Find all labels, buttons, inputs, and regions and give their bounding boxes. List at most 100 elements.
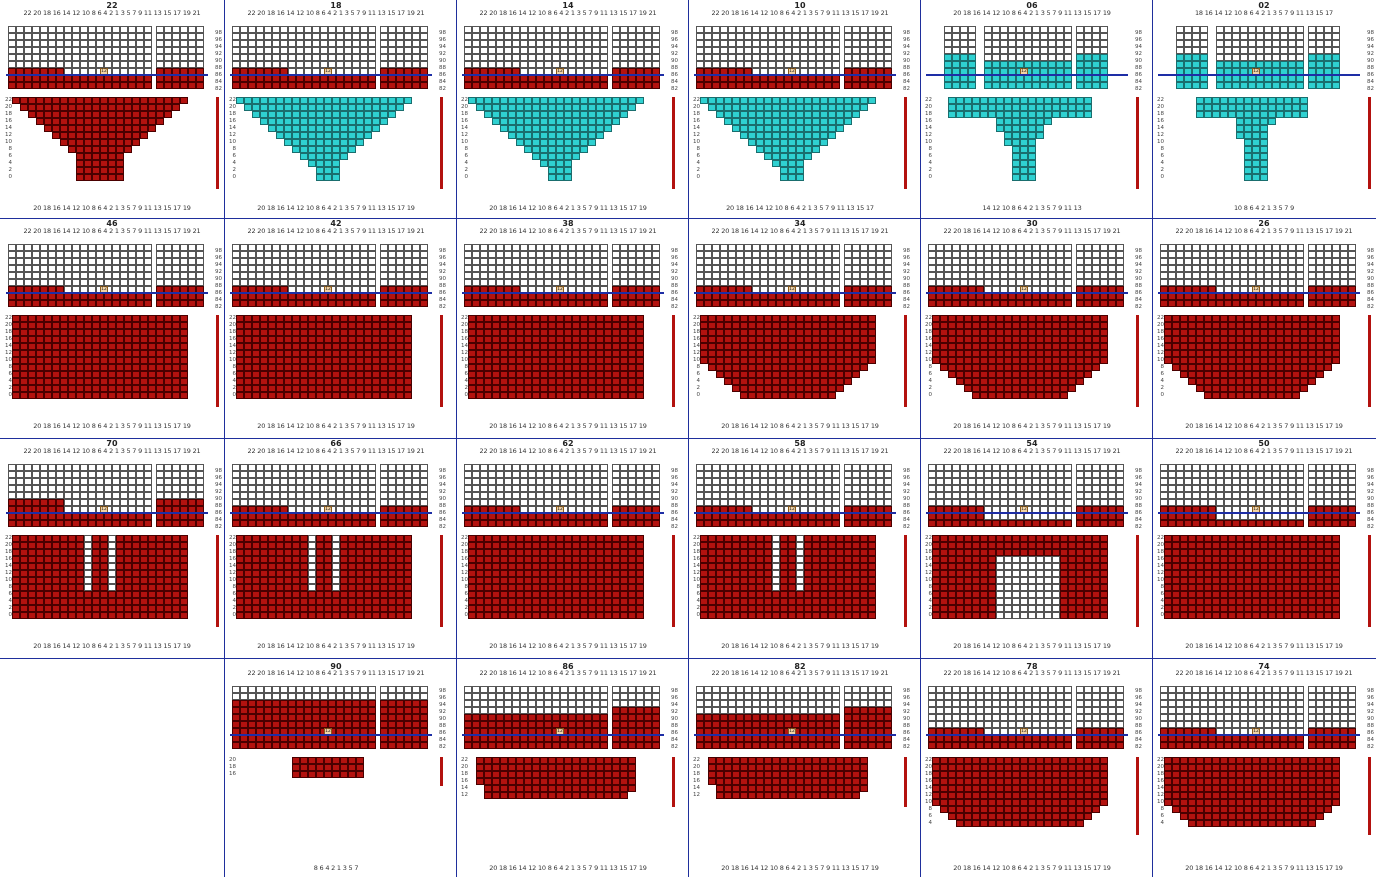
seat-cell[interactable]: [588, 125, 596, 132]
seat-cell[interactable]: [304, 272, 312, 279]
seat-cell[interactable]: [800, 61, 808, 68]
seat-cell[interactable]: [952, 47, 960, 54]
seat-cell[interactable]: [700, 329, 708, 336]
seat-cell[interactable]: [628, 336, 636, 343]
seat-cell[interactable]: [292, 315, 300, 322]
seat-cell[interactable]: [1272, 75, 1280, 82]
seat-cell[interactable]: [304, 82, 312, 89]
seat-cell[interactable]: [340, 336, 348, 343]
seat-cell[interactable]: [1020, 364, 1028, 371]
seat-cell[interactable]: [1252, 336, 1260, 343]
seat-cell[interactable]: [1020, 357, 1028, 364]
seat-cell[interactable]: [56, 82, 64, 89]
seat-cell[interactable]: [996, 104, 1004, 111]
seat-cell[interactable]: [1048, 244, 1056, 251]
seat-cell[interactable]: [420, 61, 428, 68]
seat-cell[interactable]: [256, 75, 264, 82]
seat-cell[interactable]: [860, 350, 868, 357]
seat-cell[interactable]: [1048, 300, 1056, 307]
seat-cell[interactable]: [1084, 61, 1092, 68]
seat-cell[interactable]: [264, 40, 272, 47]
seat-cell[interactable]: [196, 54, 204, 61]
seat-cell[interactable]: [820, 336, 828, 343]
seat-cell[interactable]: [876, 251, 884, 258]
seat-cell[interactable]: [996, 350, 1004, 357]
seat-cell[interactable]: [388, 279, 396, 286]
seat-cell[interactable]: [820, 364, 828, 371]
seat-cell[interactable]: [248, 47, 256, 54]
seat-cell[interactable]: [1036, 343, 1044, 350]
seat-cell[interactable]: [340, 364, 348, 371]
seat-cell[interactable]: [1212, 104, 1220, 111]
seat-cell[interactable]: [812, 336, 820, 343]
seat-cell[interactable]: [956, 329, 964, 336]
seat-cell[interactable]: [68, 385, 76, 392]
seat-cell[interactable]: [548, 139, 556, 146]
seat-cell[interactable]: [296, 244, 304, 251]
seat-cell[interactable]: [72, 300, 80, 307]
seat-cell[interactable]: [156, 82, 164, 89]
seat-cell[interactable]: [256, 244, 264, 251]
seat-cell[interactable]: [100, 357, 108, 364]
seat-cell[interactable]: [316, 167, 324, 174]
seat-cell[interactable]: [480, 61, 488, 68]
seat-cell[interactable]: [1100, 40, 1108, 47]
seat-cell[interactable]: [488, 265, 496, 272]
seat-cell[interactable]: [1244, 132, 1252, 139]
seat-cell[interactable]: [972, 111, 980, 118]
seat-cell[interactable]: [172, 97, 180, 104]
seat-cell[interactable]: [580, 146, 588, 153]
seat-cell[interactable]: [476, 392, 484, 399]
seat-cell[interactable]: [284, 378, 292, 385]
seat-cell[interactable]: [500, 336, 508, 343]
seat-cell[interactable]: [92, 343, 100, 350]
seat-cell[interactable]: [696, 258, 704, 265]
seat-cell[interactable]: [1184, 75, 1192, 82]
seat-cell[interactable]: [968, 258, 976, 265]
seat-cell[interactable]: [504, 82, 512, 89]
seat-cell[interactable]: [1028, 364, 1036, 371]
seat-cell[interactable]: [320, 244, 328, 251]
seat-cell[interactable]: [728, 258, 736, 265]
seat-cell[interactable]: [304, 75, 312, 82]
seat-cell[interactable]: [140, 371, 148, 378]
seat-cell[interactable]: [732, 111, 740, 118]
seat-cell[interactable]: [1244, 153, 1252, 160]
seat-cell[interactable]: [332, 385, 340, 392]
seat-cell[interactable]: [112, 75, 120, 82]
seat-cell[interactable]: [64, 33, 72, 40]
seat-cell[interactable]: [412, 82, 420, 89]
seat-cell[interactable]: [60, 111, 68, 118]
seat-cell[interactable]: [380, 315, 388, 322]
seat-cell[interactable]: [1008, 61, 1016, 68]
seat-cell[interactable]: [712, 272, 720, 279]
seat-cell[interactable]: [1164, 329, 1172, 336]
seat-cell[interactable]: [580, 364, 588, 371]
seat-cell[interactable]: [56, 26, 64, 33]
seat-cell[interactable]: [124, 364, 132, 371]
seat-cell[interactable]: [104, 300, 112, 307]
seat-cell[interactable]: [532, 392, 540, 399]
seat-cell[interactable]: [636, 364, 644, 371]
seat-cell[interactable]: [828, 350, 836, 357]
seat-cell[interactable]: [828, 392, 836, 399]
seat-cell[interactable]: [324, 160, 332, 167]
seat-cell[interactable]: [388, 392, 396, 399]
seat-cell[interactable]: [568, 47, 576, 54]
seat-cell[interactable]: [972, 315, 980, 322]
seat-cell[interactable]: [984, 61, 992, 68]
seat-cell[interactable]: [860, 329, 868, 336]
seat-cell[interactable]: [344, 251, 352, 258]
seat-cell[interactable]: [1192, 279, 1200, 286]
seat-cell[interactable]: [1160, 265, 1168, 272]
seat-cell[interactable]: [512, 251, 520, 258]
seat-cell[interactable]: [292, 146, 300, 153]
seat-cell[interactable]: [1084, 244, 1092, 251]
seat-cell[interactable]: [256, 61, 264, 68]
seat-cell[interactable]: [868, 47, 876, 54]
seat-cell[interactable]: [324, 153, 332, 160]
seat-cell[interactable]: [1296, 40, 1304, 47]
seat-cell[interactable]: [116, 160, 124, 167]
seat-cell[interactable]: [760, 54, 768, 61]
seat-cell[interactable]: [88, 82, 96, 89]
